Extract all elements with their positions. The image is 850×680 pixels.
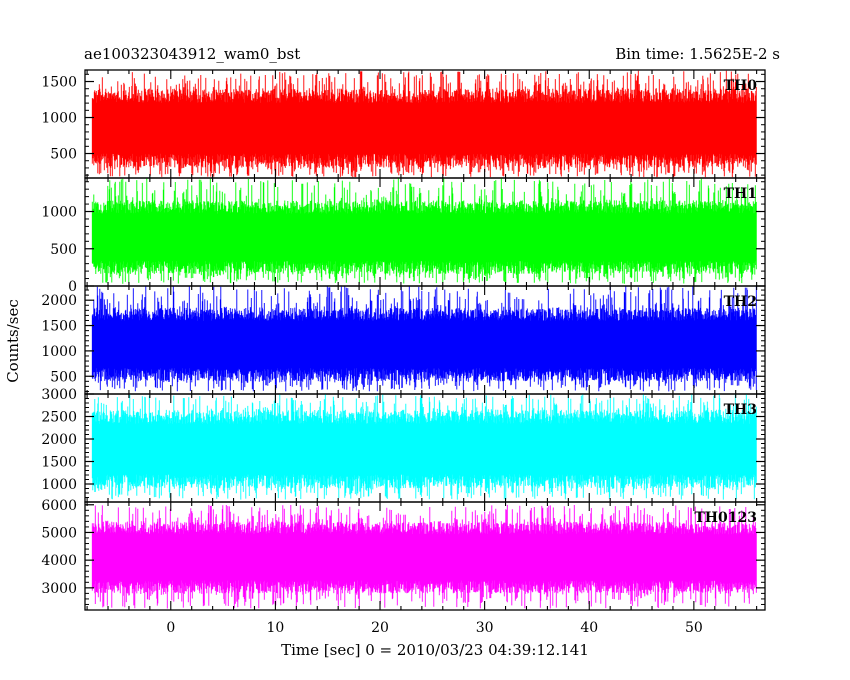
y-tick-label: 1500 [41, 319, 77, 335]
y-tick-label: 2000 [41, 293, 77, 309]
y-tick-label: 500 [50, 369, 77, 385]
y-axis-label: Counts/sec [4, 299, 22, 383]
x-tick-label: 30 [476, 620, 494, 636]
y-tick-label: 1000 [41, 477, 77, 493]
y-tick-label: 3000 [41, 581, 77, 597]
y-tick-label: 5000 [41, 525, 77, 541]
y-tick-label: 1000 [41, 205, 77, 221]
y-tick-label: 1500 [41, 75, 77, 91]
series-trace-th0 [91, 70, 757, 178]
panel-th3: 1000 1500 2000 2500 3000 TH3 [41, 387, 766, 503]
y-tick-label: 3000 [41, 387, 77, 403]
panel-label-th2: TH2 [724, 294, 757, 310]
y-tick-label: 500 [50, 242, 77, 258]
y-tick-label: 1000 [41, 344, 77, 360]
x-tick-label: 40 [580, 620, 598, 636]
y-tick-label: 0 [68, 279, 77, 295]
y-tick-label: 2000 [41, 432, 77, 448]
x-tick-label: 50 [685, 620, 703, 636]
x-tick-label: 10 [266, 620, 284, 636]
chart-title-left: ae100323043912_wam0_bst [84, 45, 300, 63]
panel-label-th1: TH1 [724, 186, 757, 202]
panel-th1: 0 500 1000 TH1 [41, 177, 766, 295]
panel-label-th0: TH0 [724, 78, 758, 94]
panel-label-th0123: TH0123 [694, 510, 757, 526]
x-tick-label: 0 [166, 620, 175, 636]
y-tick-label: 500 [50, 147, 77, 163]
chart-title-right: Bin time: 1.5625E-2 s [615, 45, 780, 63]
series-trace-th0123 [91, 504, 757, 609]
x-tick-label: 20 [371, 620, 389, 636]
x-axis-label: Time [sec] 0 = 2010/03/23 04:39:12.141 [281, 641, 589, 659]
panel-th0123: 3000 4000 5000 6000 TH0123 [41, 498, 766, 611]
panel-label-th3: TH3 [724, 402, 757, 418]
panel-th2: 500 1000 1500 2000 TH2 [41, 285, 766, 395]
series-trace-th2 [91, 286, 757, 392]
panel-frame [84, 501, 766, 611]
series-trace-th3 [91, 394, 757, 500]
series-trace-th1 [91, 178, 757, 284]
y-tick-label: 1500 [41, 455, 77, 471]
panel-th0: 500 1000 1500 TH0 [41, 69, 766, 179]
y-tick-label: 2500 [41, 410, 77, 426]
y-tick-label: 1000 [41, 111, 77, 127]
y-tick-label: 6000 [41, 498, 77, 514]
y-tick-label: 4000 [41, 553, 77, 569]
